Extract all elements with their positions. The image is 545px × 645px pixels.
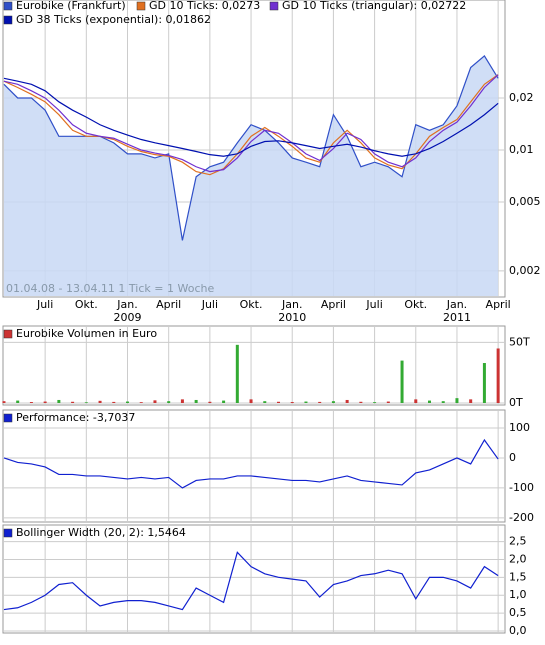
legend-label: GD 10 Ticks: 0,0273 [149, 0, 260, 12]
legend-swatch [3, 15, 13, 25]
legend-label: GD 38 Ticks (exponential): 0,01862 [16, 13, 211, 26]
volume-bar [428, 400, 432, 403]
x-tick-label: Okt. [404, 298, 427, 311]
x-tick-label: Okt. [75, 298, 98, 311]
price-area [3, 55, 499, 297]
series-line [3, 74, 499, 173]
legend-swatch [3, 528, 13, 538]
y-tick-label: 0 [509, 451, 516, 464]
panel-frame [2, 524, 506, 634]
volume-bar [373, 402, 377, 403]
y-tick-label: 0,0 [509, 624, 527, 637]
volume-bar [345, 399, 349, 403]
volume-bar [249, 399, 253, 403]
x-tick-label: Jan. [446, 298, 467, 311]
x-tick-label: Juli [365, 298, 382, 311]
y-tick-label: 0,005 [509, 195, 541, 208]
volume-bar [98, 400, 102, 403]
y-tick-label: 1,0 [509, 588, 527, 601]
volume-bar [386, 401, 390, 403]
panel-frame [2, 0, 506, 298]
legend-swatch [269, 1, 279, 11]
y-tick-label: 0,002 [509, 264, 541, 277]
legend-swatch [3, 413, 13, 423]
x-tick-label: Juli [36, 298, 53, 311]
panel-frame [2, 409, 506, 523]
volume-bar [84, 402, 88, 403]
x-tick-label: April [321, 298, 346, 311]
legend-label: Eurobike (Frankfurt) [16, 0, 126, 12]
y-tick-label: 1,5 [509, 570, 527, 583]
y-tick-label: 2,5 [509, 535, 527, 548]
volume-bar [496, 348, 500, 403]
volume-bar [414, 399, 418, 403]
volume-bar [16, 400, 20, 403]
legend-swatch [3, 1, 13, 11]
legend-label: Bollinger Width (20, 2): 1,5464 [16, 526, 186, 539]
volume-bar [469, 399, 473, 403]
range-note: 01.04.08 - 13.04.11 1 Tick = 1 Woche [6, 282, 214, 295]
volume-bar [2, 401, 6, 403]
y-tick-label: 50T [509, 335, 530, 348]
volume-bar [482, 363, 486, 403]
x-tick-label: April [486, 298, 511, 311]
legend-swatch [3, 329, 13, 339]
volume-bar [235, 344, 239, 403]
volume-bar [277, 401, 281, 403]
y-tick-label: 0,01 [509, 143, 534, 156]
x-tick-label: April [156, 298, 181, 311]
volume-bar [304, 401, 308, 403]
x-year-label: 2011 [443, 311, 471, 324]
legend-swatch [136, 1, 146, 11]
volume-bar [331, 401, 335, 403]
volume-bar [126, 401, 130, 403]
panel-frame [2, 325, 506, 406]
legend-label: Eurobike Volumen in Euro [16, 327, 157, 340]
volume-bar [400, 360, 404, 403]
y-tick-label: 0T [509, 396, 523, 409]
volume-bar [43, 401, 47, 403]
x-year-label: 2010 [278, 311, 306, 324]
volume-bar [29, 402, 33, 403]
x-tick-label: Juli [201, 298, 218, 311]
volume-bar [263, 401, 267, 403]
volume-bar [139, 402, 143, 403]
volume-bar [222, 400, 226, 403]
volume-bar [167, 401, 171, 403]
legend-label: GD 10 Ticks (triangular): 0,02722 [282, 0, 466, 12]
x-tick-label: Jan. [116, 298, 137, 311]
y-tick-label: 0,5 [509, 606, 527, 619]
y-tick-label: 100 [509, 421, 530, 434]
volume-bar [441, 401, 445, 403]
volume-bar [194, 399, 198, 403]
x-tick-label: Jan. [281, 298, 302, 311]
volume-bar [455, 398, 459, 403]
x-year-label: 2009 [114, 311, 142, 324]
volume-bar [359, 401, 363, 403]
volume-bar [208, 401, 212, 403]
volume-bar [57, 399, 61, 403]
y-tick-label: 0,02 [509, 91, 534, 104]
volume-bar [153, 400, 157, 403]
x-tick-label: Okt. [240, 298, 263, 311]
volume-bar [112, 401, 116, 403]
series-line [3, 77, 499, 157]
series-line [3, 551, 499, 611]
series-line [3, 438, 499, 489]
y-tick-label: 2,0 [509, 552, 527, 565]
volume-bar [180, 399, 184, 403]
volume-bar [290, 402, 294, 403]
y-tick-label: -100 [509, 481, 534, 494]
volume-bar [318, 401, 322, 403]
volume-bar [71, 401, 75, 403]
legend-label: Performance: -3,7037 [16, 411, 135, 424]
y-tick-label: -200 [509, 511, 534, 524]
